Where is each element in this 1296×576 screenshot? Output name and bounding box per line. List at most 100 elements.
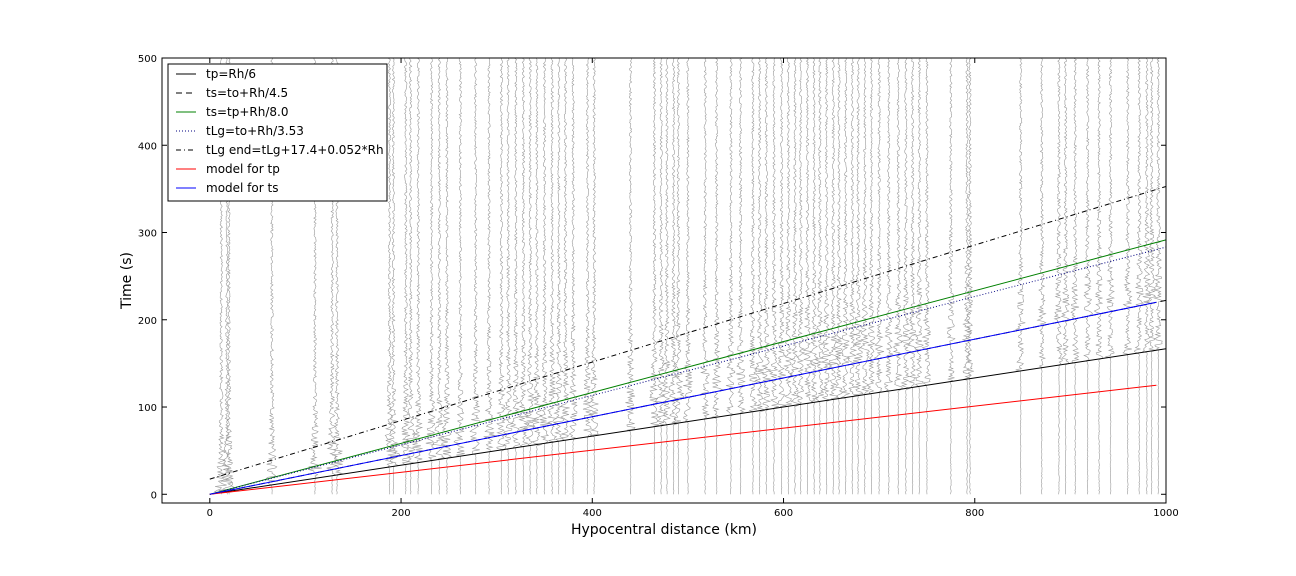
y-tick-label: 500	[138, 54, 157, 65]
seismogram-trace	[827, 58, 839, 495]
seismogram-trace	[761, 58, 772, 495]
y-tick-label: 0	[151, 490, 157, 501]
seismogram-trace	[649, 58, 660, 495]
seismogram-trace	[834, 58, 844, 495]
seismogram-trace	[668, 58, 680, 495]
seismogram-trace	[1142, 58, 1152, 495]
seismogram-trace	[820, 58, 832, 495]
seismogram-trace	[736, 58, 746, 495]
seismogram-trace	[776, 58, 787, 495]
seismogram-trace	[866, 58, 876, 495]
seismogram-trace	[1014, 58, 1026, 495]
y-tick-label: 200	[138, 316, 157, 327]
seismogram-trace	[469, 58, 481, 495]
seismogram-trace	[796, 58, 806, 495]
legend-label: ts=to+Rh/4.5	[206, 86, 288, 100]
seismogram-trace	[884, 58, 894, 495]
seismogram-trace	[568, 58, 579, 495]
seismogram-trace	[560, 58, 570, 495]
x-tick-label: 400	[583, 508, 602, 519]
seismogram-trace	[387, 58, 401, 495]
series-line	[209, 239, 1166, 495]
seismogram-trace	[384, 58, 398, 495]
seismogram-trace	[754, 58, 766, 495]
seismogram-trace	[725, 58, 736, 495]
seismogram-trace	[711, 58, 723, 495]
seismogram-trace	[483, 58, 496, 495]
x-tick-label: 0	[207, 508, 213, 519]
seismogram-trace	[900, 58, 912, 495]
y-tick-label: 100	[138, 403, 157, 414]
seismogram-trace	[432, 58, 446, 495]
seismogram-trace	[873, 58, 885, 495]
series-line	[209, 384, 1157, 495]
x-tick-label: 800	[965, 508, 984, 519]
legend-label: tp=Rh/6	[206, 67, 256, 81]
seismogram-trace	[1122, 58, 1133, 495]
seismogram-trace	[553, 58, 565, 495]
seismogram-trace	[509, 58, 521, 495]
seismogram-trace	[767, 58, 779, 495]
series-line	[209, 301, 1157, 495]
seismogram-trace	[964, 58, 974, 495]
seismogram-trace	[846, 58, 858, 495]
seismogram-trace	[531, 58, 543, 495]
legend-label: tLg end=tLg+17.4+0.052*Rh	[206, 143, 384, 157]
seismogram-trace	[700, 58, 710, 495]
seismogram-trace	[425, 58, 437, 495]
seismogram-trace	[1036, 58, 1047, 495]
seismogram-trace	[814, 58, 825, 495]
seismogram-trace	[892, 58, 903, 495]
y-tick-label: 400	[138, 141, 157, 152]
seismogram-trace	[1083, 58, 1093, 495]
x-tick-label: 600	[774, 508, 793, 519]
legend-box	[167, 63, 388, 202]
legend-label: tLg=to+Rh/3.53	[206, 124, 304, 138]
axis-ticks: 0 200 400 600 800 1000 0 100 200 300 400 500	[138, 54, 1179, 519]
seismogram-trace	[840, 58, 851, 495]
seismogram-trace	[661, 58, 672, 495]
seismogram-trace	[789, 58, 801, 495]
legend-label: model for ts	[206, 181, 278, 195]
seismogram-trace	[914, 58, 924, 495]
x-tick-label: 200	[392, 508, 411, 519]
seismogram-trace	[588, 58, 599, 495]
seismogram-trace	[502, 58, 514, 495]
seismogram-trace	[1153, 58, 1164, 495]
seismogram-traces	[213, 58, 1164, 495]
seismogram-trace	[809, 58, 819, 495]
seismogram-trace	[907, 58, 919, 495]
seismogram-trace	[655, 58, 667, 495]
y-tick-label: 300	[138, 229, 157, 240]
seismogram-trace	[1093, 58, 1104, 495]
seismogram-trace	[453, 58, 465, 495]
seismogram-trace	[412, 58, 425, 495]
y-axis-label: Time (s)	[119, 252, 135, 310]
legend-label: ts=tp+Rh/8.0	[206, 105, 288, 119]
x-tick-label: 1000	[1153, 508, 1178, 519]
seismogram-trace	[441, 58, 452, 495]
seismogram-trace	[539, 58, 551, 495]
seismogram-trace	[625, 58, 636, 495]
seismogram-trace	[1146, 58, 1157, 495]
seismogram-trace	[673, 58, 685, 495]
seismogram-trace	[517, 58, 530, 495]
seismogram-trace	[683, 58, 694, 495]
seismogram-trace	[852, 58, 864, 495]
seismogram-trace	[1053, 58, 1063, 495]
seismogram-trace	[547, 58, 558, 495]
legend-label: model for tp	[206, 162, 280, 176]
legend: tp=Rh/6 ts=to+Rh/4.5 ts=tp+Rh/8.0 tLg=to+Rh…	[167, 63, 388, 202]
seismogram-trace	[1060, 58, 1072, 495]
seismogram-trace	[921, 58, 932, 495]
seismogram-trace	[400, 58, 411, 495]
plot-frame	[161, 57, 1167, 504]
seismogram-trace	[783, 58, 794, 495]
seismogram-trace	[404, 58, 416, 495]
x-axis-label: Hypocentral distance (km)	[571, 522, 757, 538]
seismogram-trace	[1134, 58, 1145, 495]
seismogram-trace	[946, 58, 956, 495]
series-line	[209, 348, 1166, 495]
seismogram-trace	[803, 58, 813, 495]
